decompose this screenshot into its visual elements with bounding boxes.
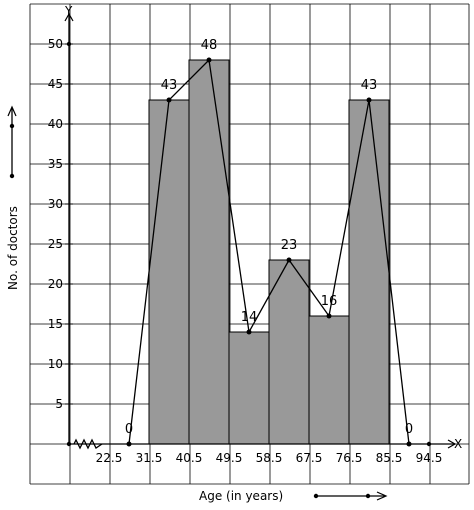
y-axis-letter: Y	[64, 4, 73, 18]
x-tick-label: 49.5	[216, 451, 243, 465]
x-tick-label: 76.5	[336, 451, 363, 465]
polygon-point	[246, 329, 252, 335]
y-direction-arrowhead	[7, 105, 17, 117]
y-tick-label: 5	[55, 397, 63, 411]
tick-labels: Y X 5 10 15 20 25 30 35 40 45 50 22.5 31.5 40.5 49.5 58.…	[48, 4, 463, 465]
x-direction-dot	[313, 493, 319, 499]
histogram-bar	[148, 99, 190, 445]
histogram-bar	[268, 259, 310, 445]
x-axis-end-dot	[426, 441, 432, 447]
y-tick-label: 20	[48, 277, 63, 291]
polygon-value-label: 43	[361, 78, 378, 93]
x-direction-arrowhead	[376, 491, 388, 501]
polygon-value-label: 0	[405, 422, 413, 437]
y-tick-label: 35	[48, 157, 63, 171]
polygon-point	[206, 57, 212, 63]
x-tick-label: 67.5	[296, 451, 323, 465]
y-tick-label: 40	[48, 117, 63, 131]
x-axis-letter: X	[454, 437, 462, 451]
y-direction-dot	[9, 123, 15, 129]
polygon-line	[128, 58, 410, 445]
polygon-point	[286, 257, 292, 263]
y-axis-arrow	[64, 12, 74, 22]
y-tick-label: 30	[48, 197, 63, 211]
axes	[7, 12, 457, 501]
y-tick-label: 10	[48, 357, 63, 371]
x-axis-label: Age (in years)	[199, 489, 284, 503]
axis-break-mark	[73, 438, 103, 450]
x-axis-arrow	[447, 439, 457, 449]
polygon-value-label: 16	[321, 294, 338, 309]
histogram-bar	[348, 99, 390, 445]
polygon-value-label: 43	[161, 78, 178, 93]
y-tick-label: 15	[48, 317, 63, 331]
x-tick-label: 85.5	[376, 451, 403, 465]
x-tick-label: 40.5	[176, 451, 203, 465]
y-axis-label: No. of doctors	[6, 206, 20, 290]
polygon-point	[326, 313, 332, 319]
polygon-point	[166, 97, 172, 103]
polygon-value-label: 23	[281, 238, 298, 253]
histogram-bars	[148, 59, 390, 445]
y-tick-label: 25	[48, 237, 63, 251]
polygon-point	[366, 97, 372, 103]
polygon-value-label: 0	[125, 422, 133, 437]
histogram-bar	[228, 331, 270, 445]
polygon-point	[126, 441, 132, 447]
x-direction-dot	[365, 493, 371, 499]
polygon-value-label: 48	[201, 38, 218, 53]
y-tick-label: 45	[48, 77, 63, 91]
histogram-bar	[188, 59, 230, 445]
origin-dot	[66, 441, 72, 447]
histogram-bar	[308, 315, 350, 445]
y-tick-label: 50	[48, 37, 63, 51]
x-tick-label: 22.5	[96, 451, 123, 465]
polygon-value-label: 14	[241, 310, 258, 325]
x-tick-label: 94.5	[416, 451, 443, 465]
y-axis-end-dot	[66, 41, 72, 47]
grid	[29, 3, 470, 485]
x-tick-label: 31.5	[136, 451, 163, 465]
y-direction-dot	[9, 173, 15, 179]
x-tick-label: 58.5	[256, 451, 283, 465]
frequency-polygon	[126, 57, 412, 447]
polygon-point	[406, 441, 412, 447]
